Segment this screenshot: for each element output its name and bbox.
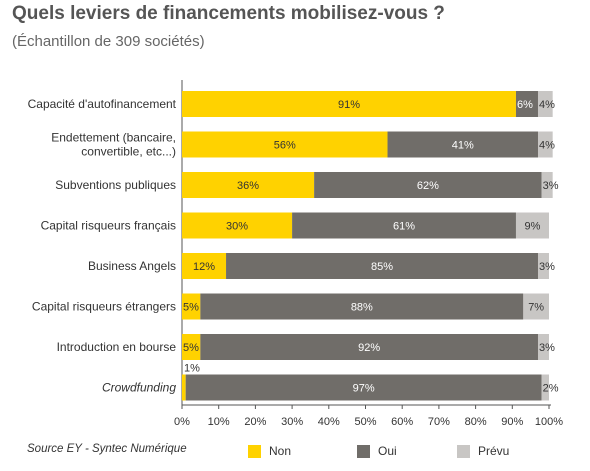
data-label-prevu: 4% <box>539 99 555 111</box>
category-label-capital-risqueurs-francais: Capital risqueurs français <box>41 219 176 233</box>
bar-prevu <box>537 91 553 117</box>
bar-non <box>182 131 388 158</box>
data-label-oui: 41% <box>452 140 474 152</box>
data-label-non: 5% <box>183 342 199 354</box>
bar-non <box>182 293 201 320</box>
category-label-crowdfunding: Crowdfunding <box>102 381 176 395</box>
bar-prevu <box>541 374 549 401</box>
bar-prevu <box>537 253 549 279</box>
legend-item-non: Non <box>248 444 291 458</box>
x-tick-label: 0% <box>174 416 190 428</box>
bar-prevu <box>537 334 549 360</box>
bar-prevu <box>541 172 553 198</box>
bar-prevu <box>515 212 549 239</box>
category-label-subventions-publiques: Subventions publiques <box>55 178 176 192</box>
bar-oui <box>226 253 538 279</box>
legend-label-non: Non <box>269 444 292 458</box>
data-label-non: 12% <box>193 261 215 273</box>
category-label-introduction-en-bourse: Introduction en bourse <box>57 340 177 354</box>
bar-oui <box>200 293 524 320</box>
bar-non <box>182 334 201 360</box>
bar-prevu <box>537 131 553 158</box>
data-label-non: 36% <box>237 180 259 192</box>
legend-label-oui: Oui <box>378 444 397 458</box>
category-label-capital-risqueurs-etrangers: Capital risqueurs étrangers <box>32 300 176 314</box>
x-tick-label: 40% <box>318 416 340 428</box>
legend-swatch-prevu <box>457 444 470 458</box>
x-tick-label: 10% <box>208 416 230 428</box>
data-label-oui: 85% <box>371 261 393 273</box>
data-label-prevu: 9% <box>525 221 541 233</box>
x-tick-label: 90% <box>501 416 523 428</box>
data-label-oui: 62% <box>417 180 439 192</box>
data-label-oui: 97% <box>353 383 375 395</box>
bar-oui <box>314 172 542 198</box>
data-label-non: 5% <box>183 302 199 314</box>
data-label-oui: 92% <box>358 342 380 354</box>
bar-non <box>182 374 186 401</box>
x-tick-label: 70% <box>428 416 450 428</box>
legend-item-prevu: Prévu <box>457 444 509 458</box>
data-label-non: 30% <box>226 221 248 233</box>
data-label-oui: 61% <box>393 221 415 233</box>
legend-label-prevu: Prévu <box>478 444 510 458</box>
legend-item-oui: Oui <box>357 444 397 458</box>
bar-oui <box>515 91 538 117</box>
data-label-oui: 88% <box>351 302 373 314</box>
legend-swatch-non <box>248 444 261 458</box>
bar-non <box>182 172 315 198</box>
x-tick-label: 30% <box>281 416 303 428</box>
x-tick-label: 50% <box>354 416 376 428</box>
bar-prevu <box>523 293 549 320</box>
legend-swatch-oui <box>357 444 370 458</box>
bar-oui <box>200 334 538 360</box>
x-tick-label: 60% <box>391 416 413 428</box>
data-label-oui: 6% <box>517 99 533 111</box>
data-label-non: 56% <box>274 140 296 152</box>
bar-oui <box>387 131 538 158</box>
chart-title: Quels leviers de financements mobilisez-… <box>12 3 445 24</box>
data-label-prevu: 3% <box>543 180 559 192</box>
x-tick-label: 20% <box>244 416 266 428</box>
data-label-prevu: 2% <box>543 383 559 395</box>
bar-non <box>182 212 293 239</box>
data-label-non: 1% <box>184 363 200 375</box>
bar-non <box>182 253 227 279</box>
data-label-prevu: 3% <box>539 342 555 354</box>
bar-oui <box>292 212 516 239</box>
category-label-endettement-bancaire-convertible-etc: Endettement (bancaire, convertible, etc..… <box>51 131 176 159</box>
category-label-business-angels: Business Angels <box>88 259 176 273</box>
category-label-capacite-d-autofinancement: Capacité d'autofinancement <box>28 97 177 111</box>
x-tick-label: 80% <box>465 416 487 428</box>
source-note: Source EY - Syntec Numérique <box>27 443 187 455</box>
data-label-prevu: 4% <box>539 140 555 152</box>
bar-oui <box>185 374 542 401</box>
bar-non <box>182 91 516 117</box>
x-tick-label: 100% <box>535 416 563 428</box>
data-label-prevu: 7% <box>528 302 544 314</box>
data-label-prevu: 3% <box>539 261 555 273</box>
data-label-non: 91% <box>338 99 360 111</box>
chart-subtitle: (Échantillon de 309 sociétés) <box>12 33 205 50</box>
